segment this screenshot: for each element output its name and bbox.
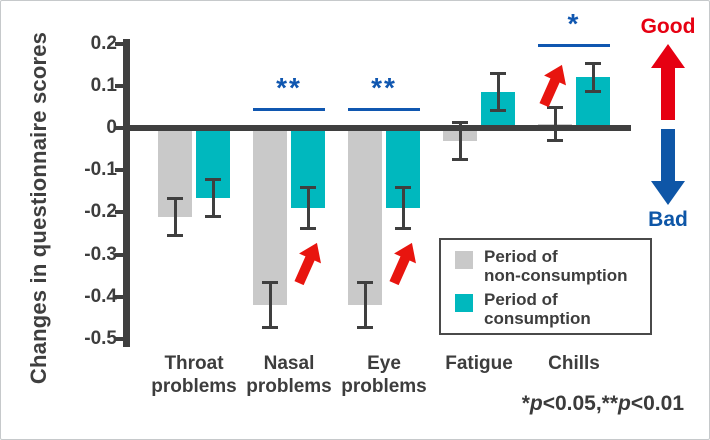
x-axis-zero-line [123,125,631,131]
good-up-arrow-icon [651,44,685,120]
significance-line-eye-problems [348,108,420,111]
category-label-chills: Chills [548,353,600,374]
footnote-text: <0.05,** [542,392,619,415]
significance-footnote: *p<0.05,**p<0.01 [522,392,684,416]
y-tick-label-0.1: 0.1 [90,74,117,96]
non-consumption-swatch [455,251,473,269]
error-bar-period-of-consumption-fatigue [496,73,500,112]
legend-item-non-consumption: Period of non-consumption [455,247,646,285]
footnote-p-italic: p [529,392,543,415]
significance-label-chills: * [567,7,581,39]
error-bar-period-of-consumption-eye-problems [401,187,405,230]
y-tick-label--0.2: -0.2 [84,201,117,223]
error-cap-top-period-of-consumption-eye-problems [395,186,411,190]
error-bar-period-of-non-consumption-throat-problems [173,197,177,236]
y-tick-label-0.2: 0.2 [90,32,117,54]
legend-label-line1: Period of [484,290,558,309]
y-tick-label-0: 0 [106,117,117,138]
up-right-arrow-icon [389,243,416,286]
error-bar-period-of-non-consumption-fatigue [458,121,462,160]
error-cap-bottom-period-of-consumption-eye-problems [395,227,411,231]
error-bar-period-of-non-consumption-nasal-problems [268,282,272,329]
category-label-nasal-problems: Nasal problems [246,353,332,397]
error-cap-top-period-of-non-consumption-nasal-problems [262,281,278,285]
error-cap-bottom-period-of-consumption-nasal-problems [300,227,316,231]
significance-line-chills [538,43,610,47]
footnote-p-italic: p [618,392,631,415]
error-cap-bottom-period-of-non-consumption-nasal-problems [262,326,278,330]
y-tick--0.4 [115,294,123,299]
significance-line-nasal-problems [253,108,325,111]
y-tick--0.2 [115,210,123,215]
improvement-arrow-nasal-problems [291,239,325,287]
error-cap-top-period-of-non-consumption-chills [547,105,563,109]
y-tick-0.1 [115,83,123,88]
category-label-fatigue: Fatigue [445,353,513,374]
footnote-text: * [521,392,530,415]
error-cap-top-period-of-consumption-fatigue [490,72,506,76]
error-cap-top-period-of-non-consumption-eye-problems [357,281,373,285]
error-cap-bottom-period-of-non-consumption-throat-problems [167,233,183,237]
y-axis-line [123,39,130,347]
improvement-arrow-eye-problems [386,239,420,287]
legend-label-line1: Period of [484,247,558,266]
y-tick-label--0.1: -0.1 [84,159,117,181]
error-bar-period-of-consumption-throat-problems [211,178,215,217]
y-tick-label--0.5: -0.5 [84,328,117,349]
bar-period-of-non-consumption-eye-problems [348,128,382,306]
legend: Period of non-consumption Period of cons… [439,238,652,335]
y-tick--0.1 [115,168,123,173]
good-bad-indicator: Good Bad [631,15,705,232]
y-tick--0.3 [115,252,123,257]
error-cap-top-period-of-non-consumption-fatigue [452,120,468,124]
y-tick-0.2 [115,41,123,46]
legend-label-line2: consumption [484,309,591,328]
error-cap-bottom-period-of-consumption-chills [585,90,601,94]
error-bar-period-of-consumption-chills [591,62,595,93]
error-bar-period-of-non-consumption-chills [553,106,557,141]
error-cap-top-period-of-consumption-chills [585,61,601,65]
y-tick-0 [115,126,123,130]
error-cap-top-period-of-consumption-nasal-problems [300,186,316,190]
y-tick-label--0.4: -0.4 [84,285,117,307]
legend-item-consumption: Period of consumption [455,290,646,328]
error-bar-period-of-consumption-nasal-problems [306,187,310,230]
legend-label-consumption: Period of consumption [484,290,591,328]
error-cap-bottom-period-of-non-consumption-eye-problems [357,326,373,330]
good-label: Good [640,15,696,38]
significance-label-nasal-problems: ** [276,72,302,103]
up-right-arrow-icon [294,243,321,286]
error-cap-top-period-of-non-consumption-throat-problems [167,196,183,200]
legend-label-non-consumption: Period of non-consumption [484,247,628,285]
bad-label: Bad [648,208,688,231]
significance-label-eye-problems: ** [371,72,397,103]
error-cap-bottom-period-of-consumption-fatigue [490,109,506,113]
footnote-text: <0.01 [630,392,684,415]
y-tick--0.5 [115,337,123,341]
bar-period-of-non-consumption-nasal-problems [253,128,287,306]
y-tick-label--0.3: -0.3 [84,243,117,265]
legend-label-line2: non-consumption [484,266,628,285]
error-cap-bottom-period-of-non-consumption-chills [547,138,563,142]
error-cap-bottom-period-of-non-consumption-fatigue [452,157,468,161]
error-cap-bottom-period-of-consumption-throat-problems [205,214,221,218]
bad-down-arrow-icon [651,129,685,205]
error-cap-top-period-of-consumption-throat-problems [205,177,221,181]
category-label-eye-problems: Eye problems [341,353,427,397]
up-right-arrow-icon [539,64,566,107]
error-bar-period-of-non-consumption-eye-problems [363,282,367,329]
improvement-arrow-chills [536,61,570,109]
category-label-throat-problems: Throat problems [151,353,237,397]
consumption-swatch [455,294,473,312]
